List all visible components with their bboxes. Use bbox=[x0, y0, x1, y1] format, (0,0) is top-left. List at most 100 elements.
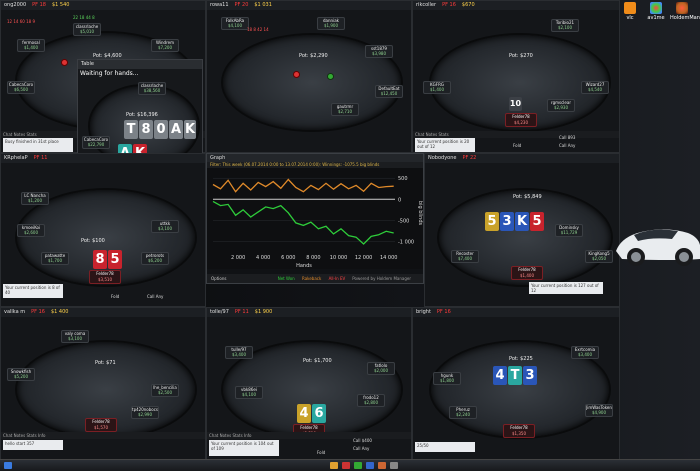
player-seat: KGFRG $1,400 bbox=[423, 81, 451, 94]
window-titlebar[interactable]: tolle/97 PF 11 $1 900 bbox=[207, 308, 411, 317]
vlc-icon bbox=[624, 2, 636, 14]
y-axis-label: big blinds bbox=[417, 201, 423, 226]
fold-checkbox[interactable]: Fold bbox=[111, 294, 120, 299]
player-seat: JimWasToken $4,900 bbox=[585, 404, 613, 417]
car-wallpaper bbox=[616, 229, 700, 266]
player-seat: kmoeiKoi $2,600 bbox=[17, 224, 45, 237]
taskbar-app-icon[interactable] bbox=[330, 462, 338, 469]
x-tick-label: 12 000 bbox=[355, 255, 373, 261]
player-seat: KingKong5 $2,050 bbox=[585, 250, 613, 263]
call-checkbox[interactable]: Call 893 bbox=[559, 135, 576, 140]
window-titlebar[interactable]: rikcoller PF 16 $670 bbox=[413, 1, 619, 10]
y-tick-label: -500 bbox=[398, 218, 409, 224]
hero-seat: Felder78 $1,400 bbox=[511, 266, 543, 280]
chat-tabs[interactable]: Chat Notes Stats bbox=[413, 131, 619, 138]
player-seat: fatlolo $2,000 bbox=[367, 362, 395, 375]
x-tick-label: 14 000 bbox=[380, 255, 398, 261]
taskbar-app-icon[interactable] bbox=[378, 462, 386, 469]
poker-table-window[interactable]: vallka m PF 16 $1 400 Pot: $71 valy coma $3… bbox=[0, 307, 206, 460]
chat-box: Your current position is 104 out of 109 bbox=[209, 440, 279, 456]
player-seat: sst1879 $3,980 bbox=[365, 45, 393, 58]
poker-table-window[interactable]: rowa11 PF 20 $1 031 Pot: $2,290 FalkAbRa $4… bbox=[206, 0, 412, 153]
player-seat: danniak $1,900 bbox=[317, 17, 345, 30]
taskbar-app-icon[interactable] bbox=[342, 462, 350, 469]
x-tick-label: 10 000 bbox=[330, 255, 348, 261]
chat-box: Busy finished in 31st place bbox=[3, 138, 73, 152]
player-seat: gautrmr $2,710 bbox=[331, 103, 359, 116]
app-icon bbox=[650, 2, 662, 14]
player-seat: uttkk $3,100 bbox=[151, 220, 179, 233]
window-titlebar[interactable]: rowa11 PF 20 $1 031 bbox=[207, 1, 411, 10]
legend-allin-ev: All-In EV bbox=[328, 276, 346, 281]
x-tick-label: 6 000 bbox=[281, 255, 295, 261]
hero-seat: Felder78 $1,570 bbox=[85, 418, 117, 432]
x-tick-label: 4 000 bbox=[256, 255, 270, 261]
x-tick-label: 8 000 bbox=[306, 255, 320, 261]
player-seat: classrlache $38,560 bbox=[138, 82, 166, 95]
desktop-icon[interactable]: av1me bbox=[644, 2, 668, 21]
pot-label: Pot: $1,700 bbox=[303, 358, 332, 364]
y-tick-label: 500 bbox=[398, 176, 408, 182]
poker-table-window[interactable]: rikcoller PF 16 $670 Pot: $270 KGFRG $1,400… bbox=[412, 0, 620, 153]
pot-label: Pot: $2,290 bbox=[299, 53, 328, 59]
call-any-checkbox[interactable]: Call Any bbox=[353, 446, 370, 451]
player-seat: Pheruz $2,240 bbox=[449, 406, 477, 419]
poker-table-window[interactable]: tolle/97 PF 11 $1 900 Pot: $1,700 tulle/97… bbox=[206, 307, 412, 460]
brand-label: Powered by Holdem Manager bbox=[352, 276, 411, 281]
pot-label: Pot: $16,396 bbox=[126, 112, 158, 118]
player-seat: CabecaCoro $6,500 bbox=[7, 81, 35, 94]
window-titlebar[interactable]: vallka m PF 16 $1 400 bbox=[1, 308, 205, 317]
graph-filter-text: Filter: This week (06.07.2014 0:00 to 13… bbox=[207, 162, 423, 168]
taskbar-app-icon[interactable] bbox=[390, 462, 398, 469]
graph-footer: Options Net Won Rakeback All-In EV Power… bbox=[207, 274, 423, 283]
chat-box: hello start 357 bbox=[3, 440, 63, 450]
chat-box: Your current position is 8 of 40 bbox=[3, 284, 63, 298]
desktop-icon-holdem[interactable]: HoldemMan bbox=[670, 2, 700, 21]
player-seat: valy coma $3,100 bbox=[61, 330, 89, 343]
chat-box: Your current position is 127 out of 12 bbox=[529, 282, 603, 294]
player-seat: vbk86ei $4,100 bbox=[235, 386, 263, 399]
graph-titlebar[interactable]: Graph bbox=[207, 154, 423, 162]
waiting-message: Waiting for hands... bbox=[80, 70, 139, 77]
window-titlebar[interactable]: KRphelaP PF 11 bbox=[1, 154, 205, 163]
player-seat: patawatte $1,700 bbox=[41, 252, 69, 265]
x-tick-label: 2 000 bbox=[231, 255, 245, 261]
call-checkbox[interactable]: Call $400 bbox=[353, 438, 372, 443]
poker-table-window[interactable]: bright PF 16 Pot: $225 4 T 3 Exrtcomia $3,… bbox=[412, 307, 620, 460]
window-titlebar[interactable]: bright PF 16 bbox=[413, 308, 619, 317]
window-titlebar[interactable]: Nobodyone PF 22 bbox=[425, 154, 619, 163]
start-button[interactable] bbox=[4, 462, 12, 469]
fold-checkbox[interactable]: Fold bbox=[317, 450, 326, 455]
pot-label: Pot: $5,849 bbox=[513, 194, 542, 200]
player-seat: tulle/97 $3,400 bbox=[225, 346, 253, 359]
player-seat: fermosal $1,400 bbox=[17, 39, 45, 52]
taskbar-app-icon[interactable] bbox=[366, 462, 374, 469]
x-axis-label: Hands bbox=[296, 263, 312, 269]
taskbar bbox=[0, 459, 700, 471]
chat-tabs[interactable]: Chat Notes Stats Info bbox=[207, 432, 411, 439]
player-seat: Windrem $7,200 bbox=[151, 39, 179, 52]
player-seat: hgunk $1,800 bbox=[433, 372, 461, 385]
desktop-icon-vlc[interactable]: vlc bbox=[618, 2, 642, 21]
holdem-manager-icon bbox=[676, 2, 688, 14]
call-any-checkbox[interactable]: Call Any bbox=[147, 294, 164, 299]
window-titlebar[interactable]: Table bbox=[78, 60, 202, 69]
pot-label: Pot: $4,600 bbox=[93, 53, 122, 59]
poker-table-window[interactable]: Nobodyone PF 22 Pot: $5,849 5 3 K 5 Domin… bbox=[424, 153, 620, 307]
player-seat: rgmsclear $2,930 bbox=[547, 99, 575, 112]
taskbar-app-icon[interactable] bbox=[354, 462, 362, 469]
fold-checkbox[interactable]: Fold bbox=[513, 143, 522, 148]
chat-tabs[interactable]: Chat Notes Stats Info bbox=[1, 432, 205, 439]
graph-window[interactable]: Graph Filter: This week (06.07.2014 0:00… bbox=[206, 153, 424, 284]
pot-label: Pot: $225 bbox=[509, 356, 533, 362]
hero-seat: Felder78$3,510 bbox=[89, 270, 121, 284]
call-any-checkbox[interactable]: Call Any bbox=[559, 143, 576, 148]
window-titlebar[interactable]: ong2000 PF 18 $1 540 bbox=[1, 1, 205, 10]
series-line-net-won bbox=[212, 200, 394, 245]
poker-table-window[interactable]: KRphelaP PF 11 Pot: $100 LC Nancha $1,200 … bbox=[0, 153, 206, 307]
player-seat: classrlache $5,010 bbox=[73, 23, 101, 36]
player-seat: frodo12 $2,800 bbox=[357, 394, 385, 407]
player-seat: Recoster $7,400 bbox=[451, 250, 479, 263]
options-button[interactable]: Options bbox=[211, 276, 227, 281]
